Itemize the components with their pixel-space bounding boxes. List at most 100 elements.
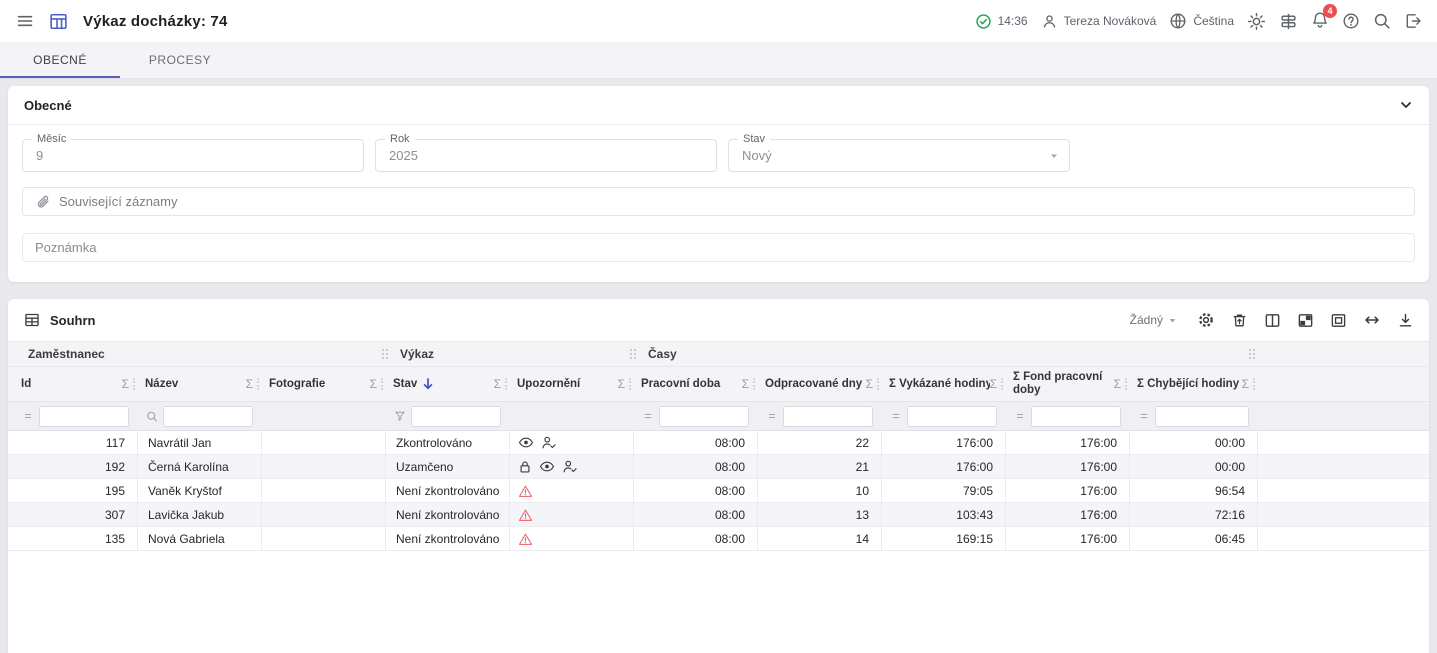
column-resize-handle[interactable] [505,378,507,390]
cell-worked-days: 21 [758,455,882,478]
eye-icon [539,460,555,473]
sigma-aggregate-icon[interactable]: Σ [617,377,625,391]
summary-panel-title: Souhrn [50,312,96,328]
drag-handle-icon[interactable] [629,348,637,361]
sigma-aggregate-icon[interactable]: Σ [865,377,873,391]
column-resize-handle[interactable] [1125,378,1127,390]
delete-icon[interactable] [1231,312,1248,329]
filter-id-input[interactable] [39,405,129,427]
filter-name-input[interactable] [163,405,253,427]
logout-icon[interactable] [1404,12,1422,30]
column-header-photo[interactable]: Fotografie Σ [262,367,386,401]
related-records-field[interactable]: Související záznamy [22,187,1415,216]
equals-operator-icon[interactable]: = [892,409,900,423]
column-resize-handle[interactable] [1001,378,1003,390]
download-icon[interactable] [1397,312,1414,329]
column-header-alerts[interactable]: Upozornění Σ [510,367,634,401]
year-field[interactable]: Rok 2025 [375,133,717,172]
drag-handle-icon[interactable] [1248,348,1256,361]
cell-photo [262,455,386,478]
sigma-aggregate-icon[interactable]: Σ [741,377,749,391]
table-row[interactable]: 307 Lavička Jakub Není zkontrolováno 08:… [8,503,1429,527]
table-group-header-row: Zaměstnanec Výkaz Časy [8,341,1429,367]
column-header-id[interactable]: Id Σ [14,367,138,401]
column-resize-handle[interactable] [257,378,259,390]
cell-photo [262,503,386,526]
cell-id: 192 [14,455,138,478]
column-header-worked-days[interactable]: Odpracované dny Σ [758,367,882,401]
focus-frame-icon[interactable] [1330,312,1347,329]
group-times-label: Časy [648,347,677,361]
user-menu[interactable]: Tereza Nováková [1041,13,1156,30]
column-header-work-time[interactable]: Pracovní doba Σ [634,367,758,401]
column-header-missing-hours[interactable]: Σ Chybějící hodiny Σ [1130,367,1258,401]
tab-processes[interactable]: PROCESY [148,53,212,67]
column-header-status[interactable]: Stav Σ [386,367,510,401]
equals-operator-icon[interactable]: = [24,409,32,423]
equals-operator-icon[interactable]: = [768,409,776,423]
cell-filler [1258,455,1429,478]
month-field[interactable]: Měsíc 9 [22,133,364,172]
filter-worked-days-input[interactable] [783,405,873,427]
signpost-icon[interactable] [1279,12,1298,31]
sigma-aggregate-icon[interactable]: Σ [493,377,501,391]
funnel-operator-icon[interactable] [394,409,406,423]
sigma-aggregate-icon[interactable]: Σ [1241,377,1249,391]
notifications-button[interactable]: 4 [1311,3,1337,32]
filter-missing-hours-input[interactable] [1155,405,1249,427]
sigma-aggregate-icon[interactable]: Σ [121,377,129,391]
equals-operator-icon[interactable]: = [1016,409,1024,423]
column-resize-handle[interactable] [133,378,135,390]
column-resize-handle[interactable] [1253,378,1255,390]
cell-status: Není zkontrolováno [386,527,510,550]
table-row[interactable]: 117 Navrátil Jan Zkontrolováno 08:00 22 … [8,431,1429,455]
cell-id: 195 [14,479,138,502]
related-records-label: Související záznamy [59,194,178,209]
filter-work-time-input[interactable] [659,405,749,427]
cell-id: 117 [14,431,138,454]
column-resize-handle[interactable] [753,378,755,390]
month-field-value: 9 [36,148,44,163]
brightness-icon[interactable] [1247,12,1266,31]
summary-panel: Souhrn Žádný [8,299,1429,653]
filter-fund-hours-input[interactable] [1031,405,1121,427]
equals-operator-icon[interactable]: = [1140,409,1148,423]
menu-icon[interactable] [16,12,34,30]
search-operator-icon[interactable] [146,410,158,423]
search-icon[interactable] [1373,12,1391,30]
table-row[interactable]: 135 Nová Gabriela Není zkontrolováno 08:… [8,527,1429,551]
table-row[interactable]: 192 Černá Karolína Uzamčeno 08:00 21 176… [8,455,1429,479]
help-icon[interactable] [1342,12,1360,30]
table-row[interactable]: 195 Vaněk Kryštof Není zkontrolováno 08:… [8,479,1429,503]
cell-worked-days: 10 [758,479,882,502]
cell-worked-days: 13 [758,503,882,526]
paperclip-icon [35,194,51,210]
fit-width-icon[interactable] [1363,311,1381,329]
status-select[interactable]: Stav Nový [728,133,1070,172]
settings-icon[interactable] [1197,311,1215,329]
equals-operator-icon[interactable]: = [644,409,652,423]
drag-handle-icon[interactable] [381,348,389,361]
column-header-name[interactable]: Název Σ [138,367,262,401]
warning-icon [518,484,533,498]
sigma-aggregate-icon[interactable]: Σ [1113,377,1121,391]
language-menu[interactable]: Čeština [1169,12,1234,30]
table-icon [49,12,68,31]
layout-blocks-icon[interactable] [1297,312,1314,329]
column-resize-handle[interactable] [877,378,879,390]
column-resize-handle[interactable] [629,378,631,390]
tab-general[interactable]: OBECNÉ [0,42,120,78]
sigma-aggregate-icon[interactable]: Σ [989,377,997,391]
split-columns-icon[interactable] [1264,312,1281,329]
filter-status-input[interactable] [411,405,501,427]
filter-reported-hours-input[interactable] [907,405,997,427]
sigma-aggregate-icon[interactable]: Σ [369,377,377,391]
column-resize-handle[interactable] [381,378,383,390]
preset-dropdown[interactable]: Žádný [1130,313,1178,327]
cell-status: Není zkontrolováno [386,503,510,526]
sigma-aggregate-icon[interactable]: Σ [245,377,253,391]
note-field[interactable]: Poznámka [22,233,1415,262]
chevron-down-icon[interactable] [1399,98,1413,112]
column-header-reported-hours[interactable]: Σ Vykázané hodiny Σ [882,367,1006,401]
column-header-fund-hours[interactable]: Σ Fond pracovní doby Σ [1006,367,1130,401]
